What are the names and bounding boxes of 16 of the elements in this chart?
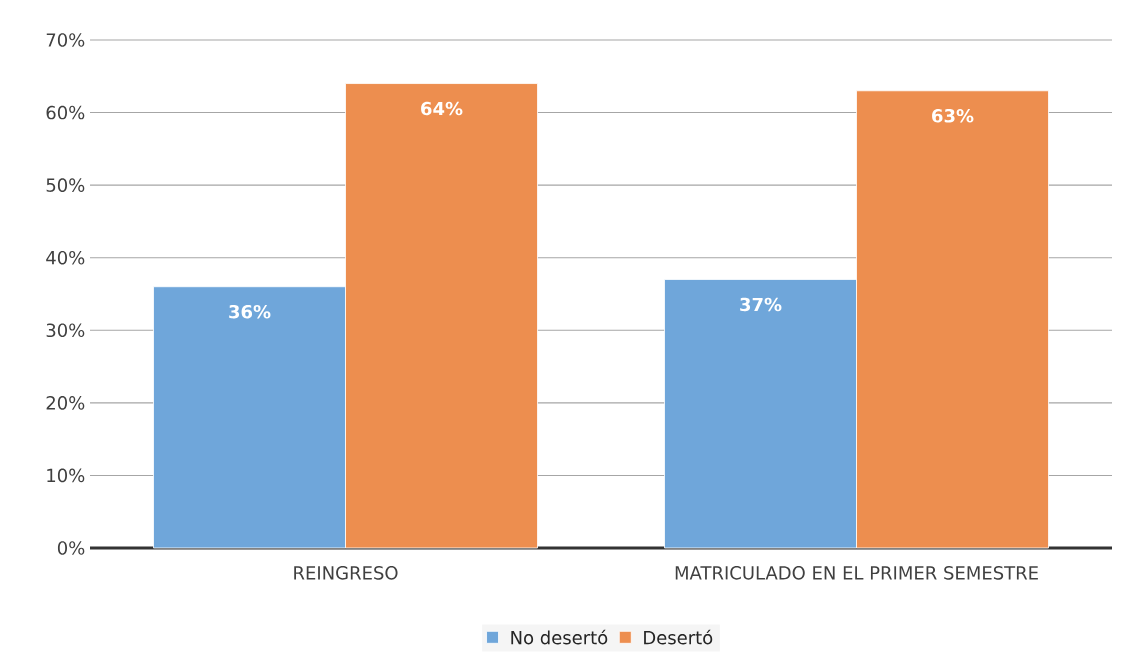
y-tick-label: 60% bbox=[46, 105, 85, 120]
legend-label: Desertó bbox=[644, 629, 713, 645]
data-label: 64% bbox=[421, 101, 463, 116]
data-label: 63% bbox=[932, 108, 974, 123]
x-tick-label: MATRICULADO EN EL PRIMER SEMESTRE bbox=[675, 566, 1038, 580]
y-tick-label: 50% bbox=[46, 178, 85, 192]
data-label: 36% bbox=[229, 304, 271, 319]
y-tick-label: 70% bbox=[46, 33, 85, 47]
data-label: 37% bbox=[740, 297, 782, 312]
legend-label: No desertó bbox=[511, 629, 608, 645]
y-tick-label: 30% bbox=[46, 323, 85, 338]
y-tick-label: 10% bbox=[47, 468, 85, 483]
y-tick-label: 20% bbox=[46, 396, 85, 410]
y-tick-label: 40% bbox=[46, 250, 85, 265]
y-tick-label: 0% bbox=[57, 541, 85, 555]
x-tick-label: REINGRESO bbox=[294, 566, 398, 580]
